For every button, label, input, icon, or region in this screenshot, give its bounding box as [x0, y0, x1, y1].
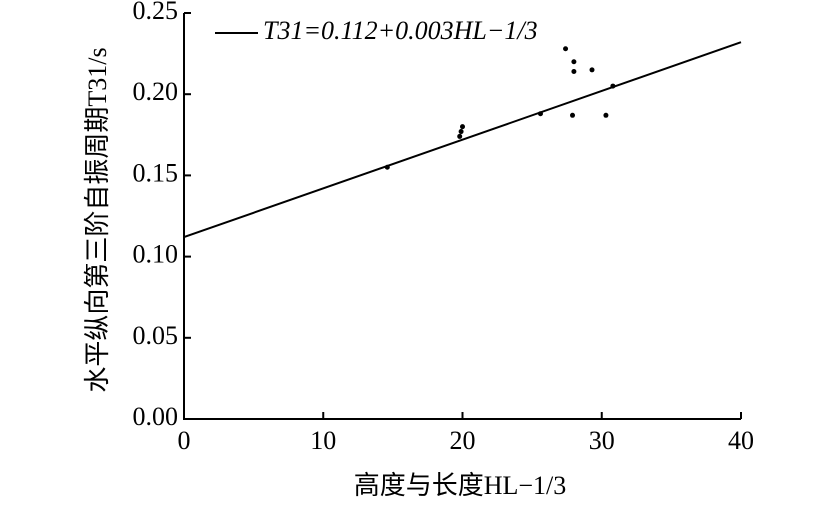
- y-tick-label: 0.15: [133, 158, 179, 187]
- point: [589, 67, 595, 73]
- point: [563, 46, 569, 52]
- y-axis-label: 水平纵向第三阶自振周期T31/s: [83, 47, 112, 392]
- x-tick-label: 40: [728, 426, 754, 455]
- legend-label: T31=0.112+0.003HL−1/3: [263, 16, 538, 45]
- y-tick-label: 0.25: [133, 0, 179, 25]
- x-axis-label: 高度与长度HL−1/3: [354, 471, 567, 500]
- x-tick-label: 10: [310, 426, 336, 455]
- point: [458, 129, 464, 135]
- point: [603, 112, 609, 118]
- fit-line: [183, 41, 742, 239]
- point: [537, 111, 543, 117]
- x-tick-label: 30: [589, 426, 615, 455]
- point: [571, 68, 577, 74]
- x-tick-label: 0: [178, 426, 191, 455]
- y-tick-label: 0.20: [133, 77, 179, 106]
- point: [384, 164, 390, 170]
- point: [457, 133, 463, 139]
- point: [571, 59, 577, 65]
- point: [570, 112, 576, 118]
- y-tick-label: 0.05: [133, 321, 179, 350]
- x-tick-label: 20: [450, 426, 476, 455]
- point: [460, 124, 465, 130]
- point: [610, 83, 616, 89]
- y-tick-label: 0.10: [133, 240, 179, 269]
- y-tick-label: 0.00: [133, 402, 179, 431]
